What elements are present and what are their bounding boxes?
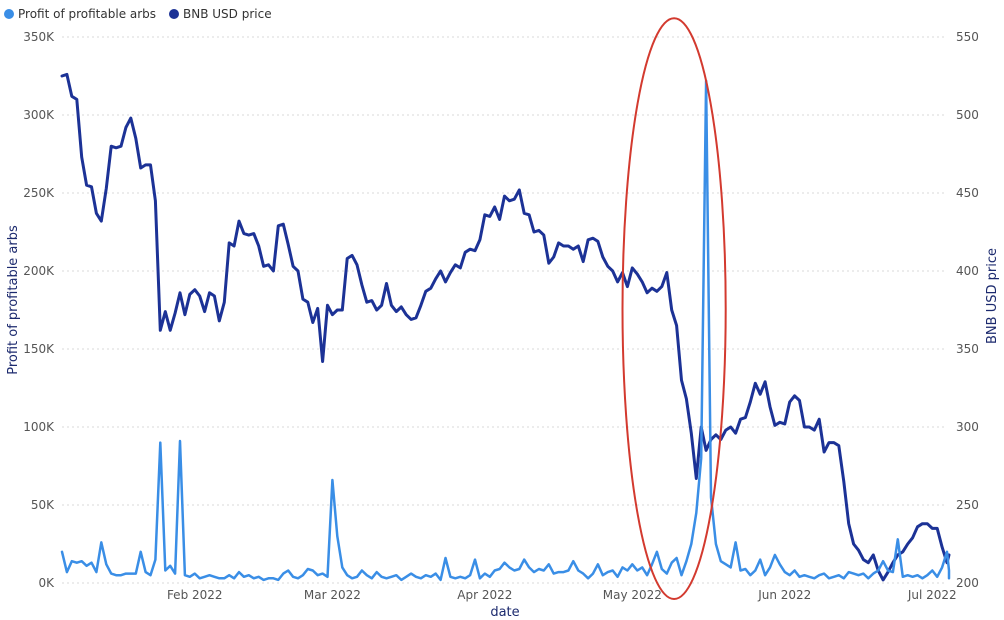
y-right-tick-label: 550 [956, 30, 979, 44]
gridlines [62, 36, 947, 584]
legend-label-profit: Profit of profitable arbs [18, 7, 156, 21]
series-line-bnb-price [60, 72, 951, 582]
y-axis-right: 200 250 300 350 400 450 500 550 [956, 30, 979, 590]
y-left-tick-label: 350K [23, 30, 55, 44]
x-axis-title: date [490, 605, 519, 620]
legend-marker-profit [4, 9, 14, 19]
annotation-layer [621, 17, 727, 600]
y-axis-left-title: Profit of profitable arbs [6, 225, 21, 375]
series-lines [60, 72, 951, 582]
x-tick-label: Apr 2022 [457, 588, 512, 602]
legend-label-bnb: BNB USD price [183, 7, 272, 21]
y-right-tick-label: 200 [956, 576, 979, 590]
legend: Profit of profitable arbs BNB USD price [4, 7, 272, 21]
y-left-tick-label: 100K [23, 420, 55, 434]
x-tick-label: Jun 2022 [757, 588, 811, 602]
x-axis: Feb 2022 Mar 2022 Apr 2022 May 2022 Jun 2022… [167, 588, 957, 602]
y-right-tick-label: 350 [956, 342, 979, 356]
y-left-tick-label: 200K [23, 264, 55, 278]
y-left-tick-label: 150K [23, 342, 55, 356]
x-tick-label: Feb 2022 [167, 588, 223, 602]
legend-marker-bnb [169, 9, 179, 19]
y-left-tick-label: 50K [31, 498, 55, 512]
y-left-tick-label: 300K [23, 108, 55, 122]
y-axis-left: 0K 50K 100K 150K 200K 250K 300K 350K [23, 30, 55, 590]
series-line-profit [60, 79, 951, 582]
y-right-tick-label: 400 [956, 264, 979, 278]
highlight-ellipse [621, 17, 727, 600]
y-right-tick-label: 250 [956, 498, 979, 512]
y-left-tick-label: 0K [38, 576, 55, 590]
y-right-tick-label: 500 [956, 108, 979, 122]
y-right-tick-label: 300 [956, 420, 979, 434]
x-tick-label: Jul 2022 [907, 588, 957, 602]
x-tick-label: May 2022 [603, 588, 662, 602]
x-tick-label: Mar 2022 [304, 588, 361, 602]
y-right-tick-label: 450 [956, 186, 979, 200]
y-left-tick-label: 250K [23, 186, 55, 200]
y-axis-right-title: BNB USD price [985, 248, 1000, 344]
